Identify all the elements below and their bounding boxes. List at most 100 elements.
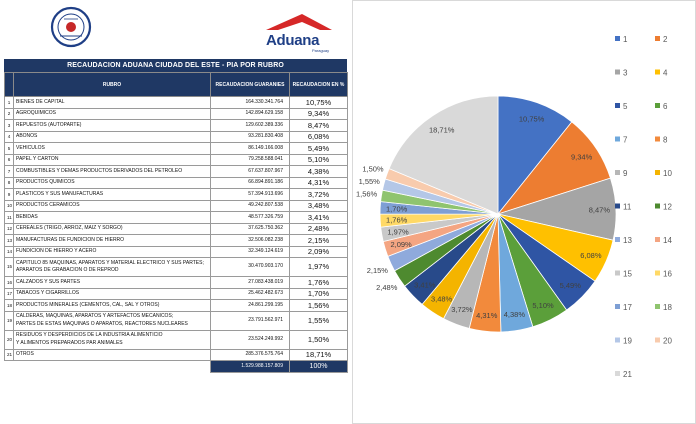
brand-subtitle: Paraguay [312,48,330,53]
row-rubro: BIENES DE CAPITAL [13,96,211,109]
legend-label-20: 20 [663,337,672,346]
total-blank [14,361,211,373]
legend-label-8: 8 [663,136,668,145]
row-pct: 18,71% [289,348,348,361]
row-rubro-line1: PRODUCTOS QUIMICOS [16,179,75,185]
table-row: 2 AGROQUIMICOS 142.894.629.158 9,34% [4,107,348,120]
legend-label-15: 15 [623,270,632,279]
row-valor: 23.791.562.971 [210,310,290,331]
row-pct: 3,72% [289,188,348,201]
row-index: 8 [4,176,14,189]
table-row: 10 PRODUCTOS CERAMICOS 49.242.807.538 3,48% [4,199,348,212]
row-valor: 57.394.913.696 [210,188,290,201]
legend-label-17: 17 [623,303,632,312]
legend-label-9: 9 [623,169,628,178]
row-rubro: CALDERAS, MAQUINAS, APARATOS Y ARTEFACTO… [13,310,211,331]
row-rubro-line1: CAPITULO 85 MAQUINAS, APARATOS Y MATERIA… [16,259,204,266]
row-rubro: PLASTICOS Y SUS MANUFACTURAS [13,188,211,201]
legend-label-14: 14 [663,236,672,245]
table-row: 21 OTROS 285.376.575.764 18,71% [4,348,348,361]
row-rubro-line1: CALZADOS Y SUS PARTES [16,278,81,285]
row-rubro-line1: CEREALES (TRIGO, ARROZ, MAIZ Y SORGO) [16,225,123,231]
table-row: 8 PRODUCTOS QUIMICOS 66.894.891.186 4,31% [4,176,348,189]
row-rubro: OTROS [13,348,211,361]
pie-label-7: 4,38% [504,310,526,319]
table-header-row: RUBRO RECAUDACION GUARANIES RECAUDACION … [4,72,348,97]
row-index: 6 [4,153,14,166]
row-valor: 142.894.629.158 [210,107,290,120]
pie-label-6: 5,10% [532,301,554,310]
pie-label-13: 2,15% [367,266,389,275]
row-pct: 2,15% [289,234,348,247]
row-pct: 5,10% [289,153,348,166]
legend-label-12: 12 [663,203,672,212]
total-blank [5,361,14,373]
legend-label-3: 3 [623,69,628,78]
table-row: 15 CAPITULO 85 MAQUINAS, APARATOS Y MATER… [4,257,348,277]
pie-label-4: 6,08% [580,251,602,260]
row-rubro-line1: REPUESTOS (AUTOPARTE) [16,121,82,128]
row-rubro: PRODUCTOS CERAMICOS [13,199,211,212]
row-valor: 66.894.891.186 [210,176,290,189]
pie-label-21: 18,71% [429,126,455,135]
pie-label-11: 3,41% [414,280,436,289]
row-rubro-line1: TABACOS Y CIGARRILLOS [16,290,80,296]
row-rubro: COMBUSTIBLES Y DEMAS PRODUCTOS DERIVADOS… [13,165,211,178]
table-row: 5 VEHICULOS 86.149.166.008 5,49% [4,142,348,155]
pie-label-15: 1,97% [387,228,409,237]
table-row: 3 REPUESTOS (AUTOPARTE) 129.602.389.336 8,4… [4,119,348,132]
pie-label-18: 1,56% [356,190,378,199]
pie-chart: 10,75% 9,34% 8,47% 6,08% 5,49% 5,10% 4,38% 4,31… [356,35,673,379]
row-valor: 93.281.830.408 [210,130,290,143]
row-valor: 25.462.482.673 [210,287,290,300]
row-rubro-line1: VEHICULOS [16,144,45,151]
row-rubro-line1: AGROQUIMICOS [16,110,57,116]
legend-swatch-15 [615,270,620,276]
pie-label-12: 2,48% [376,283,398,292]
table-row: 4 ABONOS 93.281.830.408 6,08% [4,130,348,143]
row-valor: 86.149.166.008 [210,142,290,155]
legend-swatch-21 [615,371,620,376]
brand-name: Aduana [266,32,320,49]
row-rubro: CEREALES (TRIGO, ARROZ, MAIZ Y SORGO) [13,222,211,235]
legend-swatch-5 [615,103,620,108]
total-valor: 1.529.988.157.809 [210,360,290,373]
legend-label-10: 10 [663,169,672,178]
pie-label-14: 2,09% [390,240,412,249]
row-pct: 1,70% [289,287,348,300]
row-rubro-line1: FUNDICION DE HIERRO Y ACERO [16,248,97,254]
row-valor: 129.602.389.336 [210,119,290,132]
row-rubro: VEHICULOS [13,142,211,155]
legend-swatch-7 [615,136,620,142]
total-pct: 100% [289,360,348,373]
legend-swatch-2 [655,36,660,41]
row-pct: 2,09% [289,245,348,258]
legend-label-2: 2 [663,35,668,44]
row-valor: 79.258.588.041 [210,153,290,166]
table-row: 14 FUNDICION DE HIERRO Y ACERO 32.349.124.… [4,245,348,258]
row-valor: 27.083.438.019 [210,276,290,289]
row-pct: 1,97% [289,257,348,277]
row-index: 10 [4,199,14,212]
row-index: 17 [4,287,14,300]
legend-swatch-16 [655,270,660,276]
row-index: 15 [4,257,14,277]
row-index: 2 [4,107,14,120]
row-rubro: AGROQUIMICOS [13,107,211,120]
legend-label-13: 13 [623,236,632,245]
table-body: 1 BIENES DE CAPITAL 164.330.341.764 10,75% 2… [4,96,348,373]
row-valor: 30.470.903.170 [210,257,290,277]
row-pct: 1,55% [289,310,348,331]
legend-swatch-4 [655,69,660,75]
legend-swatch-13 [615,237,620,242]
row-index: 14 [4,245,14,258]
aduana-brand-logo [266,14,332,30]
table-row: 1 BIENES DE CAPITAL 164.330.341.764 10,75% [4,96,348,109]
table-row: 19 CALDERAS, MAQUINAS, APARATOS Y ARTEFAC… [4,310,348,331]
row-rubro-line1: PAPEL Y CARTON [16,156,59,162]
row-valor: 24.861.299.195 [210,299,290,312]
row-index: 18 [4,299,14,312]
row-rubro-line1: OTROS [16,351,34,357]
row-pct: 4,38% [289,165,348,178]
row-rubro-line1: PLASTICOS Y SUS MANUFACTURAS [16,190,104,197]
